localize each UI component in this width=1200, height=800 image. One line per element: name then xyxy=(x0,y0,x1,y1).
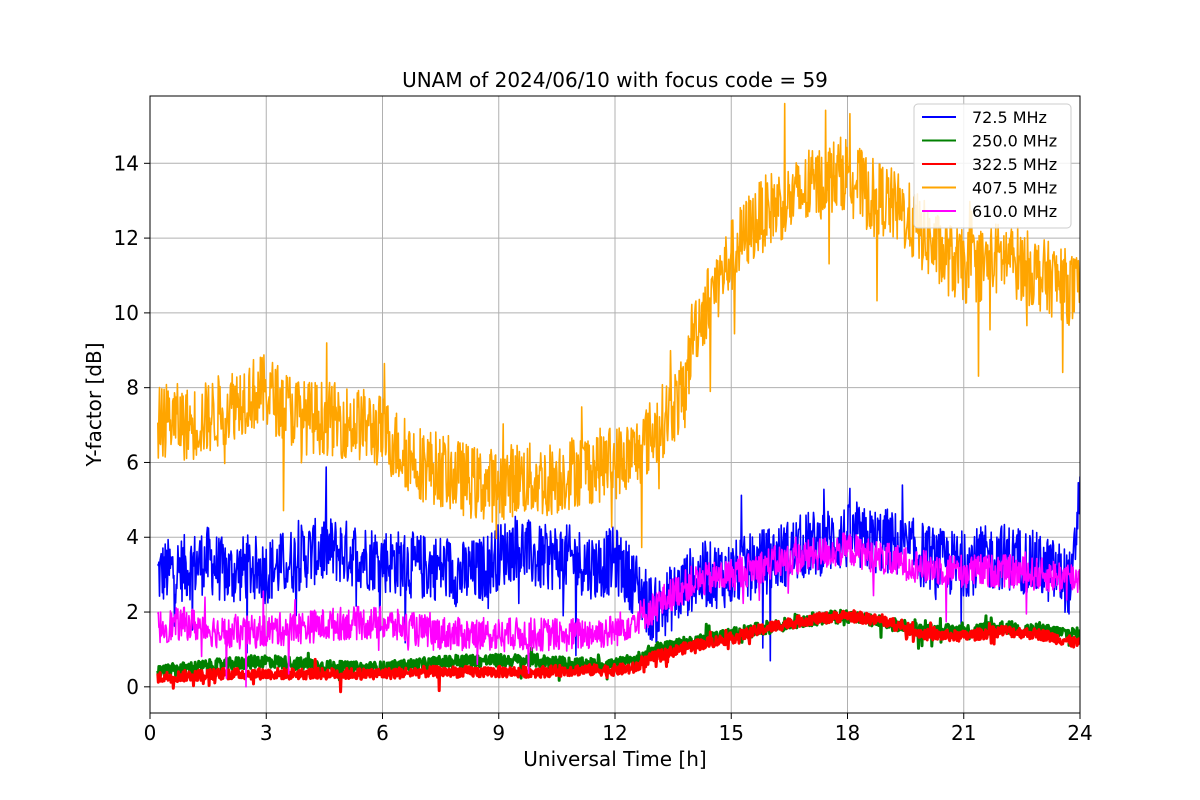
y-tick-label: 14 xyxy=(114,151,139,175)
x-tick-label: 0 xyxy=(144,721,157,745)
x-tick-label: 21 xyxy=(951,721,976,745)
legend-box xyxy=(913,103,1072,229)
legend-label: 610.0 MHz xyxy=(972,202,1057,221)
x-tick-label: 12 xyxy=(602,721,627,745)
y-tick-label: 4 xyxy=(126,525,139,549)
y-axis-label: Y-factor [dB] xyxy=(82,342,106,467)
x-tick-label: 6 xyxy=(376,721,389,745)
y-tick-label: 2 xyxy=(126,600,139,624)
y-tick-label: 12 xyxy=(114,226,139,250)
y-axis-ticks: 0 2 4 6 8 10 12 14 xyxy=(114,151,150,699)
series-line xyxy=(156,609,1080,694)
x-axis-ticks: 0 3 6 9 12 15 18 21 24 xyxy=(144,713,1093,745)
x-tick-label: 18 xyxy=(835,721,860,745)
y-tick-label: 0 xyxy=(126,675,139,699)
x-tick-label: 9 xyxy=(492,721,505,745)
y-tick-label: 8 xyxy=(126,376,139,400)
y-tick-label: 6 xyxy=(126,450,139,474)
legend-label: 322.5 MHz xyxy=(972,155,1057,174)
legend-label: 250.0 MHz xyxy=(972,132,1057,151)
x-axis-label: Universal Time [h] xyxy=(523,747,706,771)
series-line xyxy=(157,532,1080,688)
x-tick-label: 24 xyxy=(1067,721,1092,745)
legend: 72.5 MHz 250.0 MHz 322.5 MHz 407.5 MHz 610.0… xyxy=(913,103,1072,229)
x-tick-label: 15 xyxy=(719,721,744,745)
chart-title: UNAM of 2024/06/10 with focus code = 59 xyxy=(402,68,828,92)
y-tick-label: 10 xyxy=(114,301,139,325)
legend-label: 407.5 MHz xyxy=(972,179,1057,198)
series-line xyxy=(157,102,1080,549)
plot-series xyxy=(156,102,1080,694)
legend-label: 72.5 MHz xyxy=(972,108,1047,127)
x-tick-label: 3 xyxy=(260,721,273,745)
